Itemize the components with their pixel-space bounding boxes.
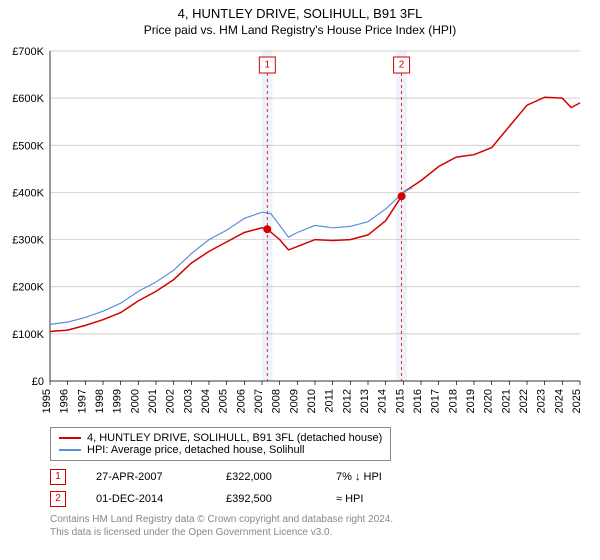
- sale-date: 27-APR-2007: [96, 471, 196, 483]
- svg-text:1995: 1995: [41, 389, 53, 413]
- svg-text:2012: 2012: [341, 389, 353, 413]
- sale-price: £322,000: [226, 471, 306, 483]
- page-title: 4, HUNTLEY DRIVE, SOLIHULL, B91 3FL: [0, 0, 600, 21]
- svg-text:2005: 2005: [218, 389, 230, 413]
- legend-swatch-price-paid: [59, 437, 81, 439]
- sale-date: 01-DEC-2014: [96, 493, 196, 505]
- svg-text:2000: 2000: [129, 389, 141, 413]
- legend-label-price-paid: 4, HUNTLEY DRIVE, SOLIHULL, B91 3FL (det…: [87, 432, 382, 444]
- svg-text:1998: 1998: [94, 389, 106, 413]
- svg-text:2024: 2024: [553, 389, 565, 413]
- svg-text:2003: 2003: [182, 389, 194, 413]
- svg-text:£500K: £500K: [12, 140, 44, 152]
- legend-swatch-hpi: [59, 449, 81, 451]
- svg-text:£200K: £200K: [12, 282, 44, 294]
- svg-text:2016: 2016: [412, 389, 424, 413]
- svg-text:2015: 2015: [394, 389, 406, 413]
- sale-hpi: ≈ HPI: [336, 493, 416, 505]
- svg-text:2014: 2014: [377, 389, 389, 413]
- svg-text:2019: 2019: [465, 389, 477, 413]
- legend-label-hpi: HPI: Average price, detached house, Soli…: [87, 444, 305, 456]
- footer-attribution: Contains HM Land Registry data © Crown c…: [50, 513, 600, 539]
- price-chart: £0 £100K £200K £300K £400K £500K £600K £700K 199…: [0, 41, 600, 421]
- svg-text:2021: 2021: [500, 389, 512, 413]
- svg-text:£100K: £100K: [12, 329, 44, 341]
- svg-text:1997: 1997: [76, 389, 88, 413]
- svg-text:2017: 2017: [430, 389, 442, 413]
- svg-text:2018: 2018: [447, 389, 459, 413]
- svg-text:2002: 2002: [165, 389, 177, 413]
- sale-price: £392,500: [226, 493, 306, 505]
- svg-text:2006: 2006: [235, 389, 247, 413]
- svg-text:2013: 2013: [359, 389, 371, 413]
- svg-text:£0: £0: [32, 376, 44, 388]
- svg-text:2: 2: [399, 60, 405, 71]
- sale-marker-2: 2: [50, 491, 66, 507]
- sales-row: 1 27-APR-2007 £322,000 7% ↓ HPI: [50, 469, 600, 485]
- svg-text:1: 1: [265, 60, 271, 71]
- sale-hpi: 7% ↓ HPI: [336, 471, 416, 483]
- svg-text:2010: 2010: [306, 389, 318, 413]
- svg-text:2001: 2001: [147, 389, 159, 413]
- svg-text:2025: 2025: [571, 389, 583, 413]
- legend-row-price-paid: 4, HUNTLEY DRIVE, SOLIHULL, B91 3FL (det…: [59, 432, 382, 444]
- footer-line-1: Contains HM Land Registry data © Crown c…: [50, 513, 600, 526]
- svg-text:£300K: £300K: [12, 235, 44, 247]
- svg-text:1996: 1996: [59, 389, 71, 413]
- sales-row: 2 01-DEC-2014 £392,500 ≈ HPI: [50, 491, 600, 507]
- svg-text:£600K: £600K: [12, 93, 44, 105]
- svg-text:1999: 1999: [112, 389, 124, 413]
- svg-text:2007: 2007: [253, 389, 265, 413]
- svg-text:2022: 2022: [518, 389, 530, 413]
- svg-text:£700K: £700K: [12, 46, 44, 58]
- footer-line-2: This data is licensed under the Open Gov…: [50, 526, 600, 539]
- legend: 4, HUNTLEY DRIVE, SOLIHULL, B91 3FL (det…: [50, 427, 391, 461]
- svg-text:2009: 2009: [288, 389, 300, 413]
- svg-text:2008: 2008: [271, 389, 283, 413]
- sale-marker-1: 1: [50, 469, 66, 485]
- svg-text:2004: 2004: [200, 389, 212, 413]
- svg-text:2020: 2020: [483, 389, 495, 413]
- page-subtitle: Price paid vs. HM Land Registry's House …: [0, 21, 600, 41]
- svg-text:2011: 2011: [324, 389, 336, 413]
- legend-row-hpi: HPI: Average price, detached house, Soli…: [59, 444, 382, 456]
- svg-text:£400K: £400K: [12, 187, 44, 199]
- sales-table: 1 27-APR-2007 £322,000 7% ↓ HPI 2 01-DEC…: [50, 469, 600, 507]
- svg-text:2023: 2023: [536, 389, 548, 413]
